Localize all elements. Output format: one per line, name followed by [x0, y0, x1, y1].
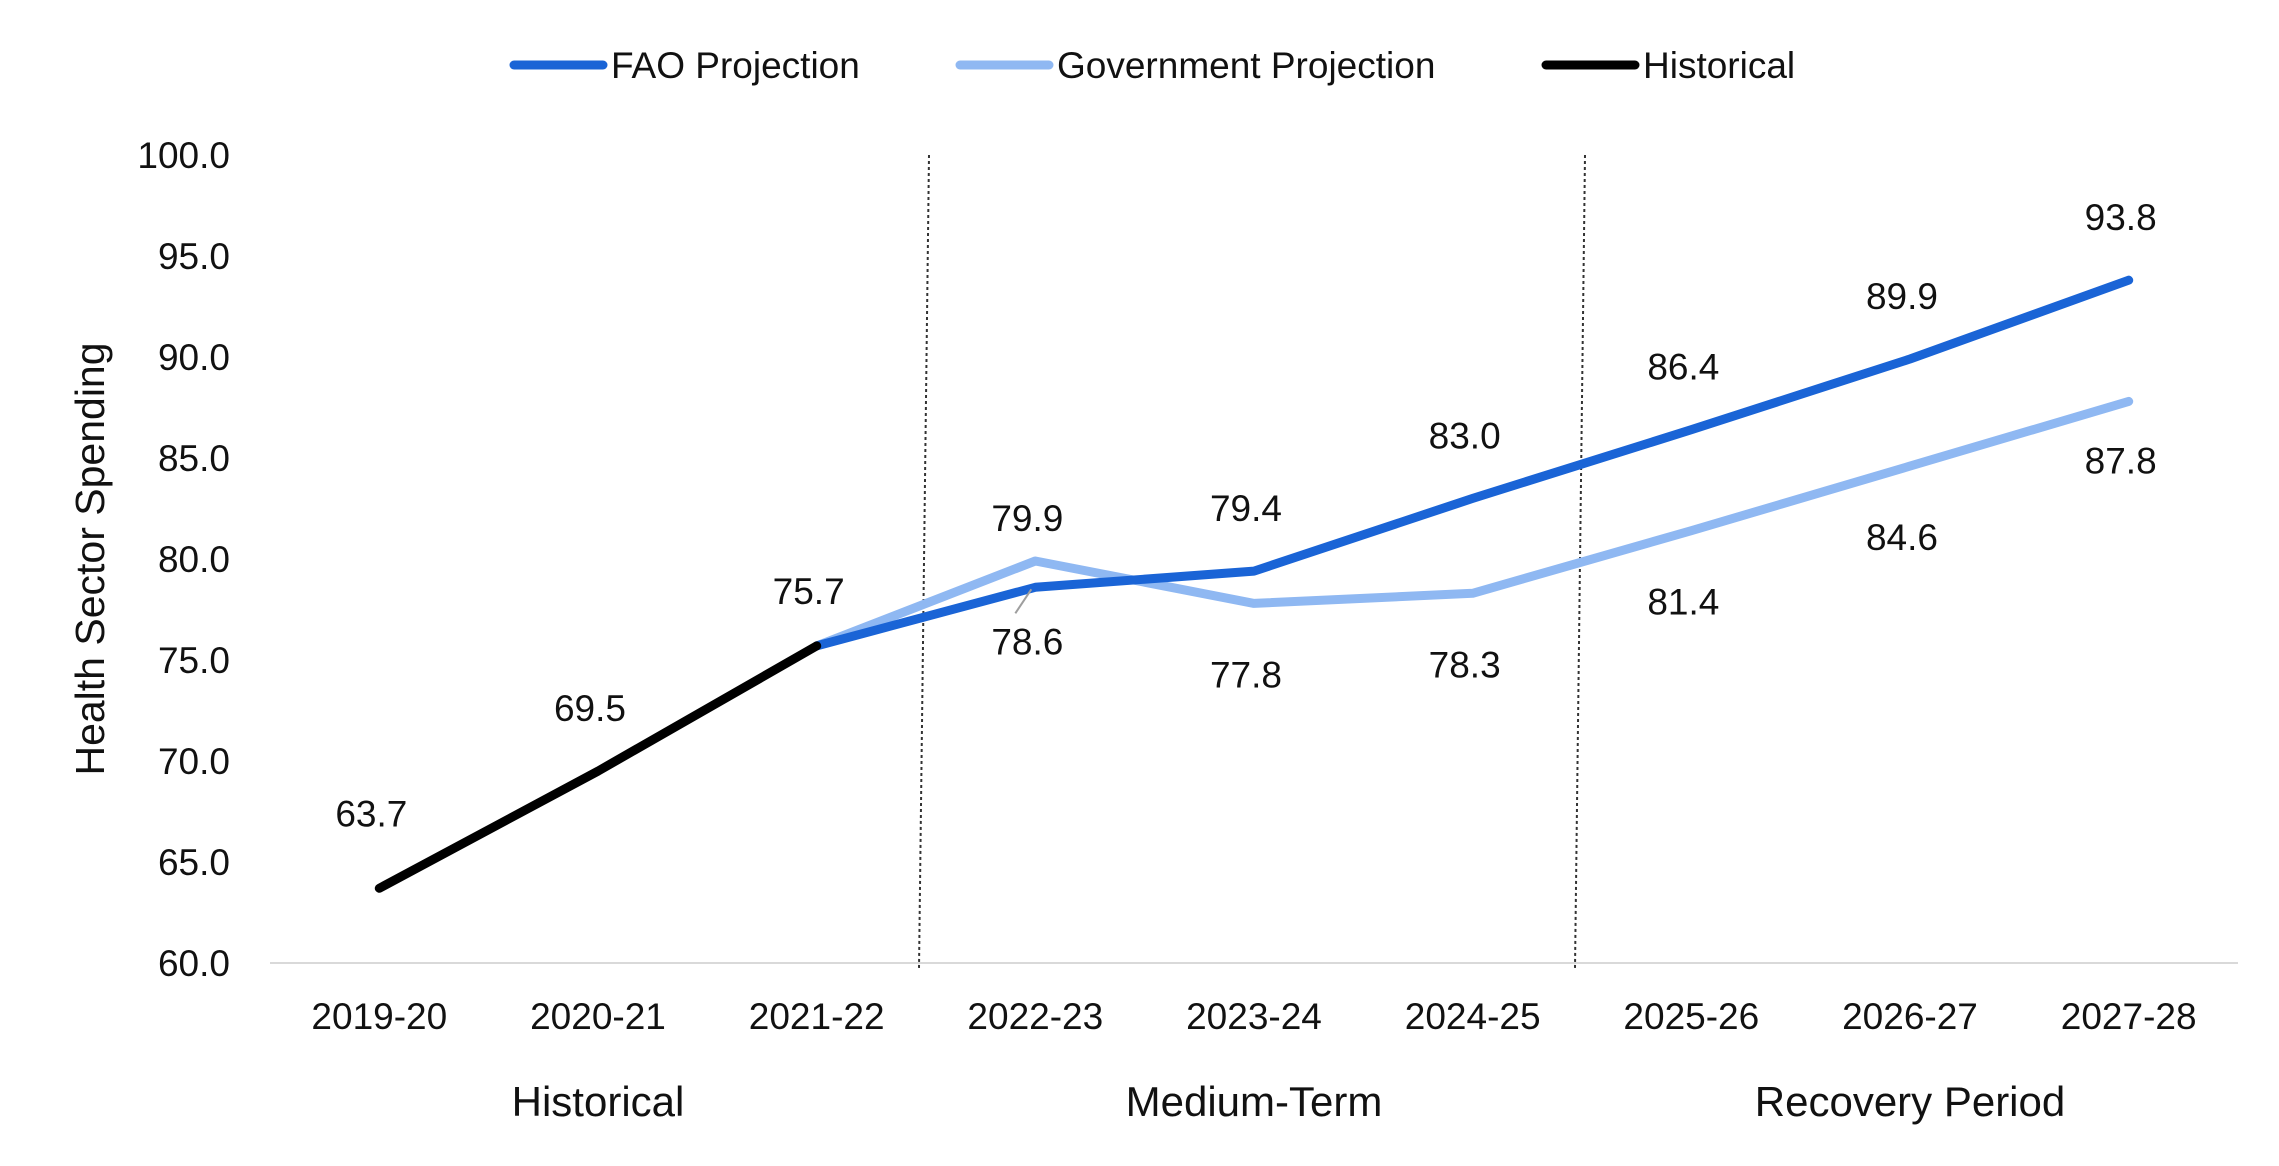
data-label-fao-projection: 93.8: [2085, 197, 2157, 238]
data-label-fao-projection: 78.6: [991, 621, 1063, 662]
x-tick-label: 2019-20: [311, 996, 447, 1037]
legend: FAO Projection Government Projection Histo…: [509, 45, 1795, 86]
period-label-medium-term: Medium-Term: [1126, 1078, 1383, 1125]
data-label-fao-projection: 86.4: [1647, 347, 1719, 388]
y-tick-label: 70.0: [158, 741, 230, 782]
data-label-government-projection: 78.3: [1429, 644, 1501, 685]
y-tick-label: 95.0: [158, 236, 230, 277]
y-tick-label: 85.0: [158, 438, 230, 479]
x-tick-label: 2027-28: [2061, 996, 2197, 1037]
period-dividers: [918, 154, 1586, 969]
data-label-historical: 75.7: [773, 571, 845, 612]
data-label-government-projection: 77.8: [1210, 654, 1282, 695]
y-tick-label: 80.0: [158, 539, 230, 580]
series-lines: [374, 275, 2134, 893]
y-tick-label: 75.0: [158, 640, 230, 681]
legend-label-fao-projection: FAO Projection: [611, 45, 860, 86]
data-label-fao-projection: 79.4: [1210, 488, 1282, 529]
period-label-recovery-period: Recovery Period: [1755, 1078, 2065, 1125]
x-tick-label: 2026-27: [1842, 996, 1978, 1037]
data-label-fao-projection: 89.9: [1866, 276, 1938, 317]
series-line-government-projection: [812, 396, 2134, 651]
axes: 60.0 65.0 70.0 75.0 80.0 85.0 90.0 95.0 100.0 Hea…: [67, 135, 2238, 1125]
data-label-historical: 63.7: [335, 793, 407, 834]
data-label-government-projection: 79.9: [991, 498, 1063, 539]
y-axis-title: Health Sector Spending: [67, 342, 113, 775]
legend-label-historical: Historical: [1643, 45, 1795, 86]
data-label-leader-line: [1014, 588, 1033, 614]
x-tick-label: 2023-24: [1186, 996, 1322, 1037]
y-tick-label: 90.0: [158, 337, 230, 378]
x-tick-label: 2024-25: [1405, 996, 1541, 1037]
x-tick-label: 2020-21: [530, 996, 666, 1037]
x-tick-label: 2022-23: [967, 996, 1103, 1037]
data-labels: 78.6 79.4 83.0 86.4 89.9 93.8 79.9 77.8 78.3 81.4…: [335, 197, 2156, 834]
x-tick-label: 2025-26: [1623, 996, 1759, 1037]
period-divider: [918, 154, 930, 969]
y-tick-label: 60.0: [158, 943, 230, 984]
data-label-government-projection: 81.4: [1647, 582, 1719, 623]
data-label-historical: 69.5: [554, 688, 626, 729]
y-tick-label: 65.0: [158, 842, 230, 883]
legend-label-government-projection: Government Projection: [1057, 45, 1435, 86]
data-label-government-projection: 87.8: [2085, 440, 2157, 481]
data-label-government-projection: 84.6: [1866, 517, 1938, 558]
series-line-historical: [374, 641, 822, 893]
y-tick-label: 100.0: [137, 135, 230, 176]
period-label-historical: Historical: [512, 1078, 685, 1125]
series-line-fao-projection: [812, 275, 2134, 651]
x-tick-label: 2021-22: [749, 996, 885, 1037]
data-label-fao-projection: 83.0: [1429, 415, 1501, 456]
